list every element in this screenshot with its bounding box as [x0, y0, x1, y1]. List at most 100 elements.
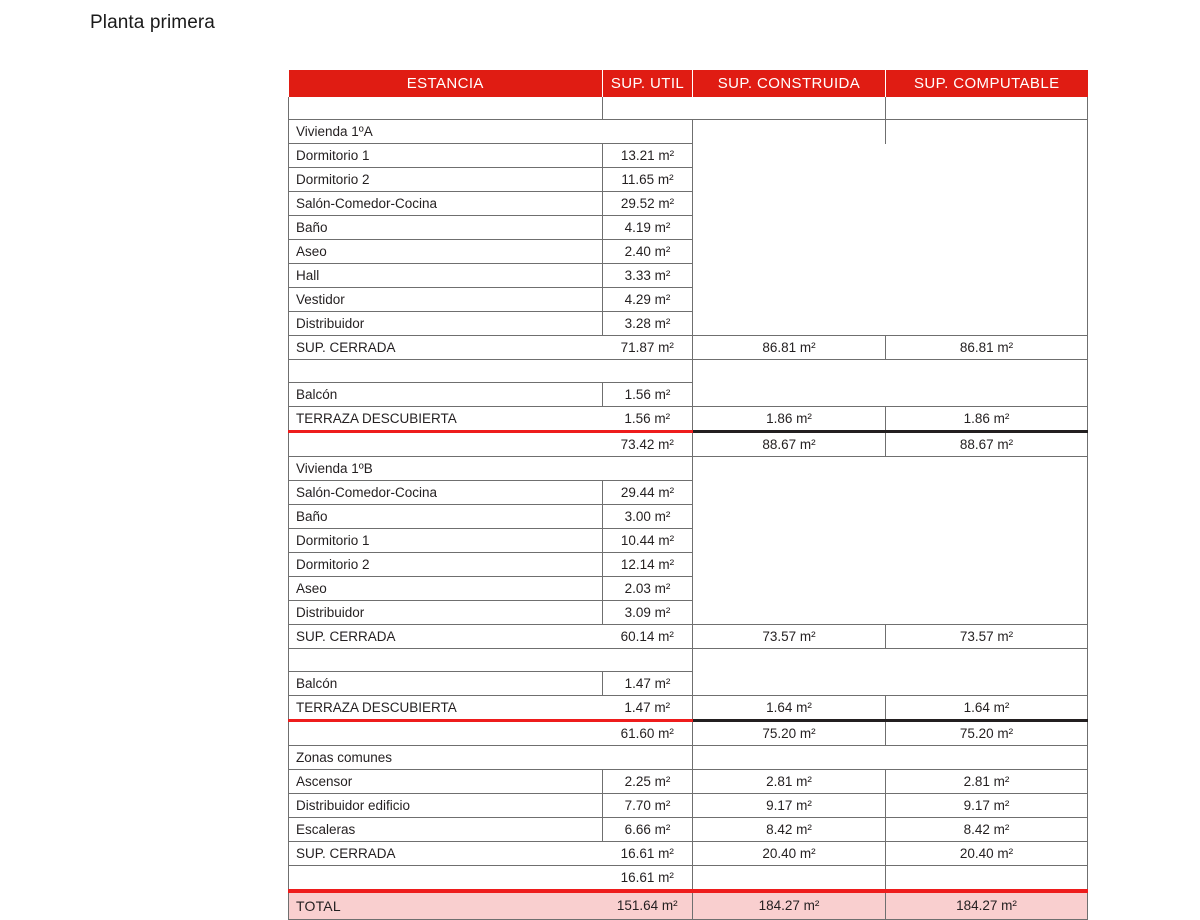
- spacer-cell-util: [602, 97, 693, 120]
- subtotal-sup-computable: 88.67 m²: [885, 431, 1088, 457]
- subtotal-label: [288, 720, 603, 746]
- table-row: Hall 3.33 m²: [288, 263, 1088, 288]
- table-row: Baño 4.19 m²: [288, 215, 1088, 240]
- row-label: Aseo: [288, 576, 603, 601]
- section-subtotal-row: 73.42 m² 88.67 m² 88.67 m²: [288, 431, 1088, 457]
- section-heading-cell-construida: [692, 745, 886, 770]
- section-heading-row: Zonas comunes: [288, 745, 1088, 770]
- terrace-label: TERRAZA DESCUBIERTA: [288, 695, 603, 722]
- row-sup-construida: [693, 288, 886, 312]
- row-sup-construida: [693, 481, 886, 505]
- row-label: Aseo: [288, 239, 603, 264]
- terrace-sup-computable: 1.64 m²: [885, 695, 1088, 722]
- section-heading-row: Vivienda 1ºA: [288, 119, 1088, 144]
- closed-sup-util: 60.14 m²: [602, 624, 693, 649]
- row-sup-construida: [693, 577, 886, 601]
- row-sup-construida: [693, 216, 886, 240]
- row-sup-util: 2.40 m²: [602, 239, 693, 264]
- spacer-cell-computable: [885, 648, 1088, 672]
- row-sup-computable: [885, 287, 1088, 312]
- section-heading-cell-construida: [692, 119, 886, 144]
- row-label: Distribuidor: [288, 311, 603, 336]
- spacer-cell-estancia: [288, 359, 603, 383]
- row-label: Baño: [288, 215, 603, 240]
- terrace-label: TERRAZA DESCUBIERTA: [288, 406, 603, 433]
- balcony-row: Balcón 1.47 m²: [288, 671, 1088, 696]
- row-sup-construida: [693, 264, 886, 288]
- row-sup-util: 2.03 m²: [602, 576, 693, 601]
- subtotal-sup-construida: 88.67 m²: [692, 431, 886, 457]
- closed-sup-computable: 73.57 m²: [885, 624, 1088, 649]
- subtotal-label: [288, 431, 603, 457]
- row-sup-construida: [693, 312, 886, 336]
- column-header-sup-construida: SUP. CONSTRUIDA: [692, 70, 886, 97]
- table-row: Aseo 2.40 m²: [288, 239, 1088, 264]
- row-sup-construida: [693, 168, 886, 192]
- row-label: Vestidor: [288, 287, 603, 312]
- table-row: Distribuidor 3.28 m²: [288, 311, 1088, 336]
- total-sup-util: 151.64 m²: [602, 889, 693, 920]
- row-sup-computable: [885, 215, 1088, 240]
- table-row: Dormitorio 1 10.44 m²: [288, 528, 1088, 553]
- row-sup-util: 7.70 m²: [602, 793, 693, 818]
- row-label: Baño: [288, 504, 603, 529]
- row-sup-construida: [693, 529, 886, 553]
- spacer-row: [288, 359, 1088, 383]
- header-row: ESTANCIA SUP. UTIL SUP. CONSTRUIDA SUP. …: [288, 70, 1088, 97]
- section-heading-label: Vivienda 1ºB: [288, 456, 693, 481]
- row-sup-computable: [885, 528, 1088, 553]
- total-label: TOTAL: [288, 889, 603, 920]
- total-sup-construida: 184.27 m²: [692, 889, 886, 920]
- row-label: Distribuidor edificio: [288, 793, 603, 818]
- terrace-row: TERRAZA DESCUBIERTA 1.47 m² 1.64 m² 1.64…: [288, 695, 1088, 722]
- balcony-sup-construida: [693, 383, 886, 407]
- row-sup-util: 10.44 m²: [602, 528, 693, 553]
- total-row: TOTAL 151.64 m² 184.27 m² 184.27 m²: [288, 889, 1088, 920]
- table-row: Ascensor 2.25 m² 2.81 m² 2.81 m²: [288, 769, 1088, 794]
- section-heading-cell-computable: [885, 456, 1088, 481]
- balcony-sup-construida: [693, 672, 886, 696]
- row-sup-util: 13.21 m²: [602, 143, 693, 168]
- row-sup-util: 11.65 m²: [602, 167, 693, 192]
- terrace-sup-construida: 1.86 m²: [692, 406, 886, 433]
- row-sup-util: 4.19 m²: [602, 215, 693, 240]
- row-label: Dormitorio 1: [288, 528, 603, 553]
- row-sup-util: 6.66 m²: [602, 817, 693, 842]
- row-sup-computable: 9.17 m²: [885, 793, 1088, 818]
- subtotal-sup-computable: [885, 865, 1088, 891]
- column-header-sup-computable: SUP. COMPUTABLE: [885, 70, 1088, 97]
- column-header-sup-util: SUP. UTIL: [602, 70, 693, 97]
- row-sup-util: 3.33 m²: [602, 263, 693, 288]
- row-label: Dormitorio 2: [288, 552, 603, 577]
- section-heading-cell-computable: [885, 119, 1088, 144]
- row-sup-construida: [693, 144, 886, 168]
- terrace-sup-util: 1.56 m²: [602, 406, 693, 433]
- balcony-sup-util: 1.56 m²: [602, 382, 693, 407]
- row-sup-construida: 8.42 m²: [692, 817, 886, 842]
- section-heading-cell-computable: [885, 745, 1088, 770]
- closed-label: SUP. CERRADA: [288, 624, 603, 649]
- section-heading-row: Vivienda 1ºB: [288, 456, 1088, 481]
- table-row: Dormitorio 2 12.14 m²: [288, 552, 1088, 577]
- row-sup-computable: [885, 600, 1088, 625]
- row-label: Escaleras: [288, 817, 603, 842]
- closed-label: SUP. CERRADA: [288, 841, 603, 866]
- balcony-label: Balcón: [288, 382, 603, 407]
- spacer-cell-estancia: [288, 648, 603, 672]
- section-heading-label: Vivienda 1ºA: [288, 119, 693, 144]
- subtotal-label: [288, 865, 603, 891]
- row-sup-construida: [693, 553, 886, 577]
- spacer-cell-construida: [693, 649, 886, 672]
- closed-sup-util: 71.87 m²: [602, 335, 693, 360]
- row-sup-construida: 2.81 m²: [692, 769, 886, 794]
- row-sup-util: 4.29 m²: [602, 287, 693, 312]
- spacer-cell-construida: [693, 360, 886, 383]
- row-label: Salón-Comedor-Cocina: [288, 191, 603, 216]
- closed-sup-computable: 86.81 m²: [885, 335, 1088, 360]
- section-subtotal-row: 16.61 m²: [288, 865, 1088, 892]
- subtotal-sup-util: 16.61 m²: [602, 865, 693, 892]
- table-row: Escaleras 6.66 m² 8.42 m² 8.42 m²: [288, 817, 1088, 842]
- spacer-row: [288, 648, 1088, 672]
- spacer-cell-computable: [885, 97, 1088, 120]
- row-sup-computable: [885, 576, 1088, 601]
